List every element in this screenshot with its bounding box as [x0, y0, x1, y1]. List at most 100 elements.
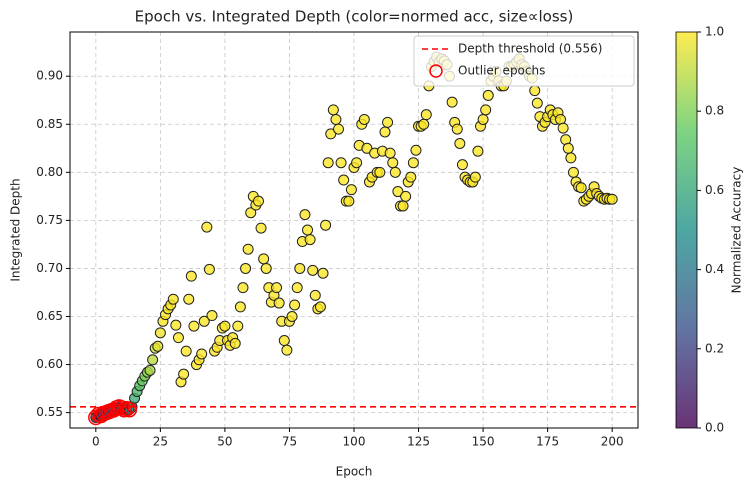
data-point	[361, 142, 373, 154]
data-point	[291, 282, 303, 294]
data-point	[260, 262, 272, 274]
data-point	[382, 116, 394, 128]
data-point	[480, 104, 492, 116]
y-tick-label: 0.55	[36, 405, 63, 419]
data-point	[196, 348, 208, 360]
data-point	[234, 301, 246, 313]
x-axis-label: Epoch	[336, 465, 373, 479]
data-point	[335, 157, 347, 169]
x-tick-label: 125	[407, 435, 430, 449]
data-point	[410, 144, 422, 156]
y-tick-label: 0.60	[36, 357, 63, 371]
data-point	[271, 282, 283, 294]
y-tick-label: 0.65	[36, 309, 63, 323]
data-point	[379, 126, 391, 138]
data-point	[167, 293, 179, 305]
data-point	[333, 123, 345, 135]
data-point	[237, 282, 249, 294]
x-tick-label: 75	[282, 435, 297, 449]
data-point	[562, 142, 574, 154]
data-point	[203, 263, 215, 275]
colorbar-label: Normalized Accuracy	[730, 167, 744, 294]
x-tick-label: 150	[472, 435, 495, 449]
data-point	[258, 253, 270, 265]
data-point	[240, 262, 252, 274]
x-tick-label: 50	[217, 435, 232, 449]
legend-label: Outlier epochs	[458, 64, 545, 78]
colorbar-tick-label: 0.6	[705, 183, 724, 197]
y-tick-label: 0.80	[36, 165, 63, 179]
y-tick-label: 0.90	[36, 69, 63, 83]
y-tick-label: 0.70	[36, 261, 63, 275]
data-point	[154, 327, 166, 339]
legend-label: Depth threshold (0.556)	[458, 42, 602, 56]
x-tick-label: 100	[343, 435, 366, 449]
data-point	[400, 190, 412, 202]
plot-area	[70, 51, 638, 426]
legend-box	[413, 35, 635, 87]
x-tick-label: 0	[92, 435, 100, 449]
data-point	[188, 320, 200, 332]
data-point	[482, 89, 494, 101]
data-point	[469, 171, 481, 183]
outlier-point	[113, 400, 130, 416]
x-tick-label: 175	[536, 435, 559, 449]
data-point	[338, 174, 350, 186]
data-point	[252, 195, 264, 207]
y-tick-label: 0.85	[36, 117, 63, 131]
data-point	[384, 147, 396, 159]
data-point	[418, 118, 430, 130]
data-point	[232, 320, 244, 332]
data-point	[144, 364, 156, 376]
data-point	[307, 264, 319, 276]
data-point	[322, 157, 334, 169]
data-point	[330, 113, 342, 125]
colorbar-tick-label: 0.8	[705, 104, 724, 118]
data-point	[152, 340, 164, 352]
data-point	[454, 137, 466, 149]
data-point	[185, 270, 197, 282]
data-point	[477, 113, 489, 125]
data-point	[201, 221, 213, 233]
data-point	[565, 152, 577, 164]
colorbar-tick-label: 0.0	[705, 421, 724, 435]
data-point	[317, 267, 329, 279]
data-point	[198, 315, 210, 327]
data-point	[281, 344, 293, 356]
data-point	[567, 166, 579, 178]
data-point	[351, 157, 363, 169]
data-point	[397, 200, 409, 212]
data-point	[219, 320, 231, 332]
data-point	[309, 289, 321, 301]
chart-title: Epoch vs. Integrated Depth (color=normed…	[135, 8, 574, 26]
data-point	[575, 182, 587, 194]
data-point	[446, 96, 458, 108]
data-point	[529, 85, 541, 97]
data-point	[147, 354, 159, 366]
data-point	[387, 157, 399, 169]
data-point	[242, 243, 254, 255]
colorbar	[675, 31, 698, 429]
data-point	[320, 219, 332, 231]
data-point	[302, 224, 314, 236]
data-point	[343, 195, 355, 207]
y-axis-label: Integrated Depth	[9, 178, 23, 281]
data-point	[294, 262, 306, 274]
data-point	[327, 104, 339, 116]
data-point	[606, 193, 618, 205]
data-point	[278, 335, 290, 347]
data-point	[172, 332, 184, 344]
data-point	[557, 122, 569, 134]
data-point	[407, 157, 419, 169]
data-point	[304, 234, 316, 246]
data-point	[183, 293, 195, 305]
data-point	[245, 207, 257, 219]
x-tick-label: 25	[153, 435, 168, 449]
data-point	[299, 209, 311, 221]
data-point	[345, 184, 357, 196]
data-point	[405, 171, 417, 183]
data-point	[456, 159, 468, 171]
x-tick-label: 200	[601, 435, 624, 449]
legend-outlier-swatch	[429, 64, 443, 78]
data-point	[392, 186, 404, 198]
